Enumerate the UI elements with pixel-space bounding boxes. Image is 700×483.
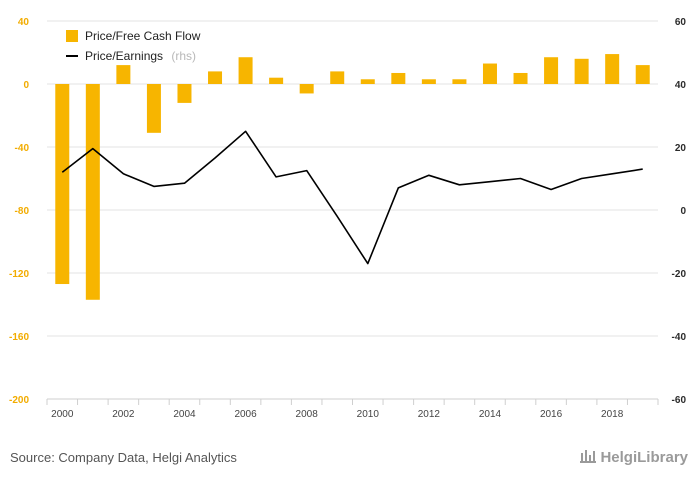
- x-tick-label: 2016: [540, 409, 563, 420]
- y-right-tick-label: 0: [680, 206, 686, 217]
- y-right-tick-label: -20: [672, 269, 687, 280]
- legend-label-rhs: (rhs): [171, 49, 196, 63]
- y-right-tick-label: 40: [675, 80, 687, 91]
- y-right-tick-label: 20: [675, 143, 687, 154]
- y-left-tick-label: -160: [9, 332, 29, 343]
- bar-series: [55, 54, 650, 300]
- bar: [238, 57, 253, 84]
- y-left-tick-label: -200: [9, 395, 29, 406]
- combo-chart: 40 0 -40 -80 -120 -160 -200 60 40 20 0 -20 -40 -60 200…: [9, 17, 686, 420]
- line-series: [61, 130, 643, 265]
- bar: [544, 57, 559, 84]
- x-tick-label: 2004: [173, 409, 196, 420]
- source-note: Source: Company Data, Helgi Analytics: [10, 450, 237, 465]
- x-tick-label: 2010: [357, 409, 380, 420]
- bar: [452, 79, 467, 84]
- bar: [116, 65, 131, 84]
- axes: 40 0 -40 -80 -120 -160 -200 60 40 20 0 -20 -40 -60 200…: [9, 17, 686, 420]
- bar: [177, 84, 192, 103]
- x-tick-label: 2008: [296, 409, 319, 420]
- x-tick-label: 2014: [479, 409, 502, 420]
- bar: [421, 79, 436, 84]
- bar: [330, 71, 345, 84]
- bar: [482, 63, 497, 84]
- y-left-tick-label: 0: [23, 80, 29, 91]
- legend-label-fcf: Price/Free Cash Flow: [85, 29, 201, 43]
- bar: [605, 54, 620, 84]
- legend: Price/Free Cash Flow Price/Earnings (rhs…: [66, 29, 201, 63]
- y-left-tick-label: -40: [15, 143, 30, 154]
- y-right-tick-label: 60: [675, 17, 687, 28]
- bar: [208, 71, 223, 84]
- bar: [299, 84, 314, 94]
- x-tick-label: 2002: [112, 409, 135, 420]
- bar: [391, 72, 406, 84]
- x-tick-label: 2018: [601, 409, 624, 420]
- bar: [360, 79, 375, 84]
- bar: [635, 65, 650, 84]
- helgi-logo: HelgiLibrary: [580, 449, 688, 466]
- y-left-tick-label: -80: [15, 206, 30, 217]
- legend-swatch-bar: [66, 30, 78, 42]
- logo-text: HelgiLibrary: [600, 449, 688, 466]
- x-tick-label: 2000: [51, 409, 74, 420]
- pe-line: [61, 130, 643, 265]
- library-icon: [580, 449, 597, 463]
- bar: [269, 77, 284, 84]
- x-tick-label: 2006: [234, 409, 257, 420]
- legend-label-pe: Price/Earnings: [85, 49, 163, 63]
- y-right-tick-label: -60: [672, 395, 687, 406]
- y-right-tick-label: -40: [672, 332, 687, 343]
- bar: [55, 84, 70, 285]
- gridlines: [47, 20, 658, 400]
- bar: [513, 72, 528, 84]
- y-left-tick-label: -120: [9, 269, 29, 280]
- bar: [574, 58, 589, 84]
- svg-text:Price/Earnings (rhs): Price/Earnings (rhs): [85, 49, 196, 63]
- x-tick-label: 2012: [418, 409, 441, 420]
- y-left-tick-label: 40: [18, 17, 30, 28]
- bar: [146, 84, 161, 133]
- bar: [85, 84, 100, 300]
